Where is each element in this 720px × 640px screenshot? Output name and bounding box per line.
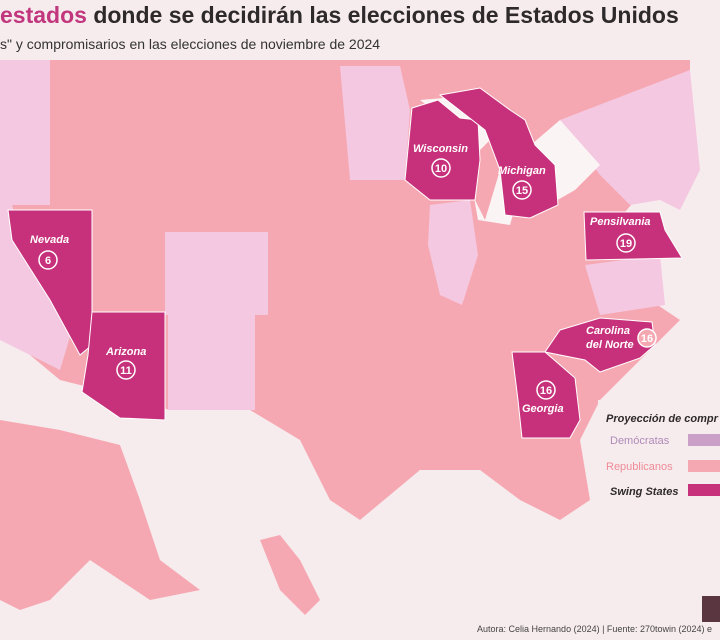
ev-circle-nevada <box>38 250 58 270</box>
state-arizona <box>81 311 166 421</box>
legend-swatch-democrats <box>688 434 720 446</box>
democrat-west-coast <box>0 60 50 205</box>
democrat-colorado <box>165 232 268 315</box>
legend-swatch-republicans <box>688 460 720 472</box>
state-north-carolina <box>544 317 656 373</box>
democrat-new-mexico <box>168 315 255 410</box>
source-credit: Autora: Celia Hernando (2024) | Fuente: … <box>477 624 712 634</box>
label-georgia: Georgia <box>522 403 564 415</box>
hawaii <box>260 535 320 615</box>
label-arizona: Arizona <box>105 346 146 358</box>
label-pennsylvania: Pensilvania <box>590 216 651 228</box>
legend-label-democrats: Demócratas <box>610 435 670 447</box>
ev-circle-michigan <box>512 180 532 200</box>
map-title-accent: estados <box>0 2 87 28</box>
legend-title: Proyección de compr <box>606 413 719 425</box>
ev-circle-north-carolina <box>637 328 657 348</box>
democrat-illinois <box>428 200 478 305</box>
legend-label-republicans: Republicanos <box>606 461 673 473</box>
ev-georgia: 16 <box>540 385 552 397</box>
label-north-carolina-line2: del Norte <box>586 339 634 351</box>
ev-nevada: 6 <box>45 255 51 267</box>
ev-circle-arizona <box>116 360 136 380</box>
ev-circle-georgia <box>536 380 556 400</box>
state-nevada <box>7 209 93 356</box>
us-map: Nevada 6 Arizona 11 Wisconsin 10 Michiga… <box>0 58 720 640</box>
map-title-rest: donde se decidirán las elecciones de Est… <box>86 2 679 28</box>
ev-circle-pennsylvania <box>616 233 636 253</box>
alaska <box>0 420 200 610</box>
state-georgia <box>511 351 581 439</box>
ev-north-carolina: 16 <box>641 333 653 345</box>
ev-pennsylvania: 19 <box>620 238 632 250</box>
map-subtitle: s" y compromisarios en las elecciones de… <box>0 36 381 52</box>
state-michigan <box>438 87 559 219</box>
state-wisconsin <box>404 99 481 201</box>
democrat-virginia <box>585 255 665 315</box>
label-wisconsin: Wisconsin <box>413 143 468 155</box>
ev-wisconsin: 10 <box>435 163 447 175</box>
label-michigan: Michigan <box>498 165 546 177</box>
ev-circle-wisconsin <box>431 158 451 178</box>
ev-michigan: 15 <box>516 185 528 197</box>
legend-label-swing-states: Swing States <box>610 486 678 498</box>
publisher-logo <box>702 596 720 622</box>
label-nevada: Nevada <box>30 234 69 246</box>
map-title: estados donde se decidirán las eleccione… <box>0 2 720 42</box>
ev-arizona: 11 <box>120 365 132 377</box>
democrat-minnesota <box>340 66 410 180</box>
label-north-carolina-line1: Carolina <box>586 325 630 337</box>
legend-swatch-swing-states <box>688 484 720 496</box>
state-pennsylvania <box>583 211 683 261</box>
democrat-northeast <box>560 70 700 210</box>
